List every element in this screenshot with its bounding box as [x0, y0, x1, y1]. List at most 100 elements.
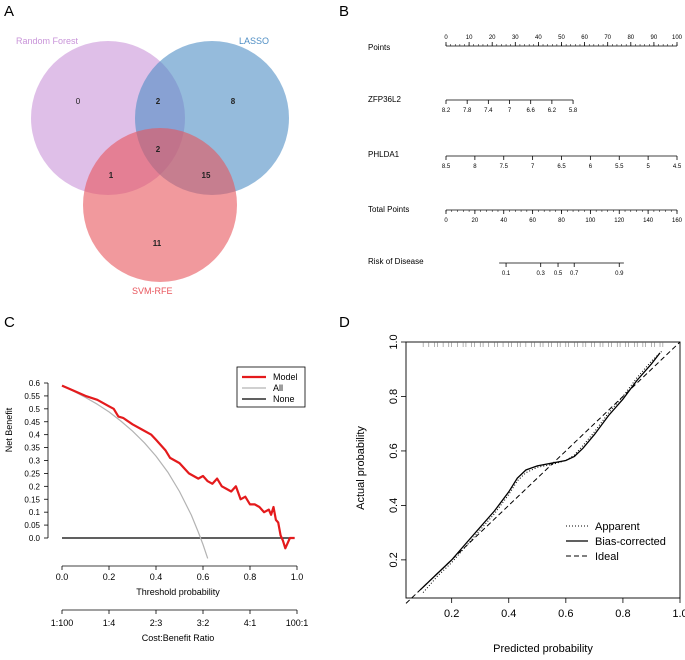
- dca-y-tick-label: 0.15: [24, 495, 40, 504]
- dca-y-tick-label: 0.3: [29, 457, 41, 466]
- nomogram-tick-label: 7: [531, 164, 535, 170]
- venn-label-random-forest: Random Forest: [16, 36, 79, 46]
- panel-label-d: D: [339, 314, 350, 331]
- dca-y-tick-label: 0.6: [29, 379, 41, 388]
- nomogram-tick-label: 10: [466, 35, 473, 41]
- nomogram-tick-label: 60: [581, 35, 588, 41]
- nomogram-tick-label: 6.5: [557, 164, 566, 170]
- dca-x-tick-label: 0.8: [244, 572, 257, 582]
- dca-secondary-tick-label: 3:2: [197, 618, 210, 628]
- calibration-line-apparent: [422, 349, 664, 593]
- venn-count-svm-only: 11: [153, 239, 162, 248]
- dca-y-tick-label: 0.1: [29, 508, 41, 517]
- calibration-plot-frame: [405, 341, 681, 599]
- calibration-x-tick-label: 0.2: [444, 608, 459, 620]
- nomogram-tick-label: 8: [473, 164, 477, 170]
- dca-legend-label-all: All: [273, 383, 283, 393]
- nomogram-tick-label: 20: [472, 218, 479, 224]
- calibration-x-tick-label: 0.4: [501, 608, 516, 620]
- dca-y-tick-label: 0.45: [24, 418, 40, 427]
- nomogram-tick-label: 8.2: [442, 108, 451, 114]
- calibration-line-ideal: [405, 341, 681, 604]
- dca-y-tick-label: 0.25: [24, 469, 40, 478]
- nomogram-tick-label: 60: [529, 218, 536, 224]
- venn-count-rf-lasso: 2: [156, 97, 161, 106]
- nomogram: Points ZFP36L2 PHLDA1 Total Points Risk …: [368, 35, 683, 277]
- dca-secondary-tick-label: 4:1: [244, 618, 257, 628]
- dca-x-tick-label: 0.4: [150, 572, 163, 582]
- calibration-axes: 0.2 0.4 0.6 0.8 1.0 0.2 0.4 0.6 0.8 1.0: [388, 334, 685, 620]
- calibration-y-tick-label: 1.0: [388, 334, 400, 349]
- nomogram-tick-label: 0.7: [570, 271, 579, 277]
- nomogram-tick-label: 0.5: [554, 271, 563, 277]
- dca-line-all: [61, 385, 209, 559]
- calibration-y-tick-label: 0.2: [388, 552, 400, 567]
- calibration-x-tick-label: 0.6: [558, 608, 573, 620]
- nomogram-tick-label: 8.5: [442, 164, 451, 170]
- calibration-panel: 0.2 0.4 0.6 0.8 1.0 0.2 0.4 0.6 0.8 1.0 Predicted…: [355, 334, 685, 655]
- calibration-line-bias-corrected: [419, 352, 661, 591]
- nomogram-row-label-total-points: Total Points: [368, 205, 409, 214]
- venn-label-lasso: LASSO: [239, 36, 269, 46]
- dca-legend-label-none: None: [273, 394, 295, 404]
- nomogram-tick-label: 80: [627, 35, 634, 41]
- nomogram-tick-label: 90: [651, 35, 658, 41]
- nomogram-tick-label: 7: [508, 108, 512, 114]
- venn-circle-svm-rfe: [83, 128, 237, 282]
- nomogram-tick-label: 6: [589, 164, 593, 170]
- venn-label-svm-rfe: SVM-RFE: [132, 286, 173, 296]
- calibration-legend: Apparent Bias-corrected Ideal: [566, 521, 666, 563]
- nomogram-tick-label: 0.3: [537, 271, 546, 277]
- dca-secondary-tick-label: 100:1: [286, 618, 309, 628]
- dca-x-tick-label: 1.0: [291, 572, 304, 582]
- calibration-x-axis-title: Predicted probability: [493, 643, 593, 655]
- dca-legend: Model All None: [236, 366, 306, 408]
- dca-y-tick-label: 0.5: [29, 405, 41, 414]
- venn-count-lasso-svm: 15: [202, 171, 211, 180]
- calibration-x-tick-label: 0.8: [615, 608, 630, 620]
- nomogram-tick-label: 0: [444, 218, 448, 224]
- dca-y-tick-label: 0.2: [29, 482, 41, 491]
- nomogram-tick-label: 0: [444, 35, 448, 41]
- nomogram-tick-label: 160: [672, 218, 683, 224]
- nomogram-row-label-phlda1: PHLDA1: [368, 150, 400, 159]
- nomogram-tick-label: 7.5: [500, 164, 509, 170]
- dca-secondary-axis-title: Cost:Benefit Ratio: [142, 633, 215, 643]
- nomogram-tick-label: 0.1: [502, 271, 511, 277]
- dca-secondary-tick-label: 2:3: [150, 618, 163, 628]
- dca-line-model: [61, 384, 295, 550]
- calibration-y-axis-title: Actual probability: [355, 426, 367, 510]
- nomogram-row-label-points: Points: [368, 43, 390, 52]
- calibration-y-tick-label: 0.4: [388, 498, 400, 513]
- nomogram-tick-label: 50: [558, 35, 565, 41]
- nomogram-tick-label: 70: [604, 35, 611, 41]
- dca-y-tick-label: 0.4: [29, 431, 41, 440]
- decision-curve-panel: 0.0 0.05 0.1 0.15 0.2 0.25 0.3 0.35 0.4 0.45 0.5 0.…: [4, 366, 308, 643]
- dca-axes: 0.0 0.05 0.1 0.15 0.2 0.25 0.3 0.35 0.4 0.45 0.5 0.…: [24, 379, 308, 628]
- calibration-legend-label-bias-corrected: Bias-corrected: [595, 536, 666, 548]
- dca-y-axis-title: Net Benefit: [4, 407, 14, 452]
- dca-legend-box: [236, 366, 306, 408]
- dca-x-tick-label: 0.0: [56, 572, 69, 582]
- dca-y-tick-label: 0.35: [24, 444, 40, 453]
- calibration-x-tick-label: 1.0: [672, 608, 685, 620]
- dca-legend-label-model: Model: [273, 372, 298, 382]
- nomogram-tick-label: 5.5: [615, 164, 624, 170]
- nomogram-tick-label: 80: [558, 218, 565, 224]
- calibration-series: [405, 341, 681, 604]
- dca-y-tick-label: 0.05: [24, 521, 40, 530]
- calibration-y-tick-label: 0.6: [388, 443, 400, 458]
- nomogram-tick-label: 100: [585, 218, 596, 224]
- venn-diagram: Random Forest LASSO SVM-RFE 0 2 8 2 1 15…: [16, 36, 289, 296]
- nomogram-tick-label: 7.4: [484, 108, 493, 114]
- venn-count-rf-svm: 1: [109, 171, 114, 180]
- venn-count-all-three: 2: [156, 145, 161, 154]
- venn-count-rf-only: 0: [76, 97, 81, 106]
- nomogram-tick-label: 5.8: [569, 108, 578, 114]
- nomogram-tick-label: 4.5: [673, 164, 682, 170]
- panel-label-b: B: [339, 3, 349, 20]
- calibration-y-tick-label: 0.8: [388, 389, 400, 404]
